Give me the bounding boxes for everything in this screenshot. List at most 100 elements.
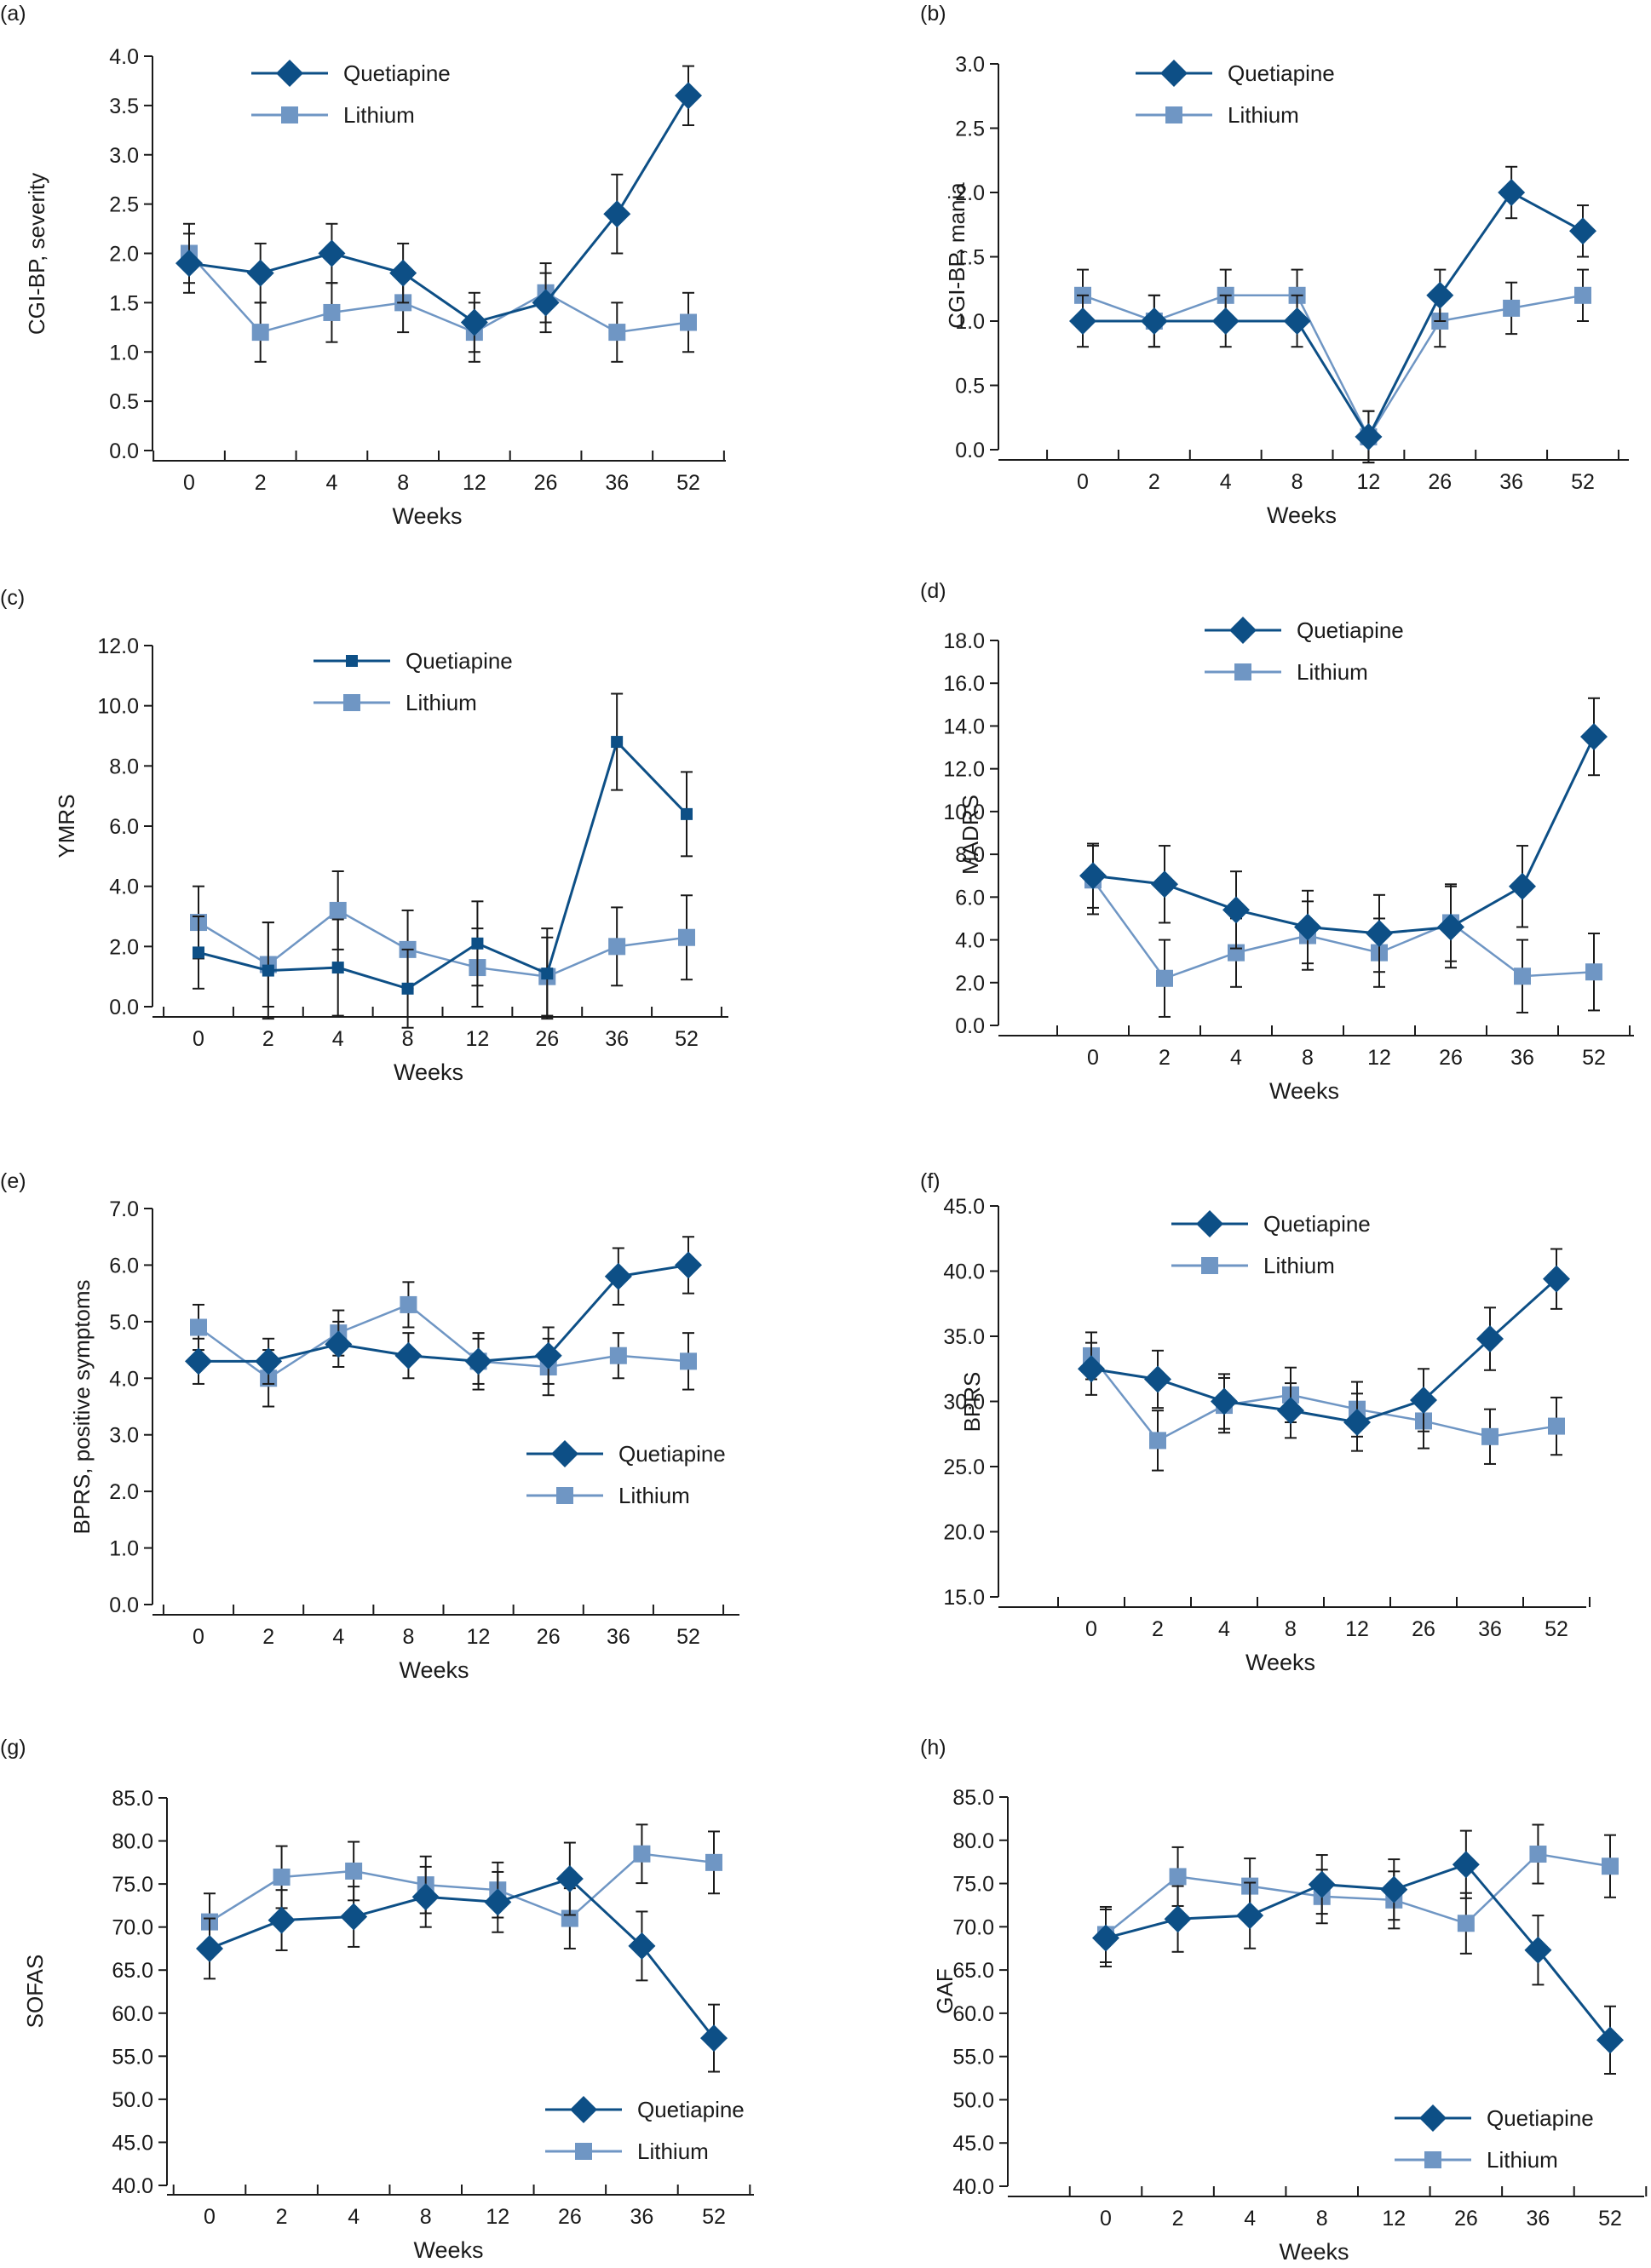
data-point — [1343, 1408, 1371, 1436]
x-tick-label: 12 — [1345, 1617, 1369, 1641]
x-tick-label: 36 — [1499, 470, 1523, 494]
data-point — [484, 1888, 512, 1916]
data-point — [1078, 1355, 1105, 1383]
y-tick-label: 2.0 — [109, 1480, 139, 1504]
x-tick-label: 12 — [466, 1027, 490, 1051]
data-point — [1283, 307, 1311, 335]
x-tick-label: 4 — [1218, 1617, 1230, 1641]
x-tick-label: 8 — [1316, 2207, 1328, 2231]
x-tick-label: 36 — [1510, 1046, 1534, 1070]
data-point — [1380, 1875, 1408, 1903]
y-tick-label: 3.0 — [109, 1424, 139, 1448]
data-point — [1069, 307, 1096, 335]
legend-marker — [1201, 1257, 1218, 1274]
data-point — [267, 1906, 296, 1934]
data-point — [1308, 1870, 1336, 1898]
data-point — [251, 324, 269, 342]
chart-panel-d: (d) 0.0 2.0 4.0 6.0 8.0 10.0 12.0 14.0 16.0 18.0 0 2… — [920, 579, 1634, 1104]
x-tick-label: 36 — [605, 471, 629, 495]
y-axis-title: YMRS — [54, 794, 79, 858]
series-line — [1082, 294, 1584, 439]
y-tick-label: 16.0 — [943, 672, 985, 696]
data-point — [400, 1295, 417, 1313]
x-tick-label: 12 — [1382, 2207, 1406, 2231]
legend-label: Quetiapine — [1487, 2105, 1594, 2131]
panel-label: (h) — [920, 1736, 946, 1760]
y-tick-label: 40.0 — [943, 1260, 985, 1284]
y-axis-title: BPRS, positive symptoms — [69, 1279, 95, 1534]
x-tick-label: 26 — [534, 471, 558, 495]
y-tick-label: 1.5 — [955, 246, 985, 270]
x-tick-label: 0 — [1100, 2207, 1112, 2231]
y-tick-label: 2.0 — [109, 935, 139, 959]
legend-label: Lithium — [618, 1483, 690, 1508]
data-point — [1509, 872, 1536, 900]
y-tick-label: 40.0 — [112, 2174, 153, 2198]
data-point — [1236, 1902, 1264, 1930]
series-line — [209, 1877, 716, 2040]
y-tick-label: 55.0 — [952, 2046, 994, 2070]
y-tick-label: 65.0 — [112, 1959, 153, 1983]
legend-marker — [1424, 2151, 1441, 2168]
series-quetiapine — [196, 1841, 728, 2073]
x-tick-label: 8 — [402, 1625, 414, 1649]
data-point — [329, 901, 347, 919]
x-tick-label: 26 — [535, 1027, 559, 1051]
legend: Quetiapine Lithium — [314, 648, 513, 715]
legend-marker — [556, 1487, 573, 1504]
chart-panel-e: (e) 0.0 1.0 2.0 3.0 4.0 5.0 6.0 7.0 0 2 4 8 12 26 36 52 W… — [0, 1169, 739, 1683]
data-point — [323, 303, 341, 321]
data-point — [680, 1352, 697, 1370]
x-tick-label: 36 — [1478, 1617, 1502, 1641]
series-line — [198, 1303, 689, 1380]
y-tick-label: 18.0 — [943, 629, 985, 653]
y-tick-label: 0.0 — [955, 439, 985, 462]
legend-marker — [1229, 617, 1257, 644]
x-axis-title: Weeks — [399, 1657, 469, 1683]
y-tick-label: 12.0 — [97, 634, 139, 658]
x-axis-title: Weeks — [1267, 502, 1337, 528]
x-axis-title: Weeks — [413, 2237, 483, 2263]
y-tick-label: 3.5 — [109, 95, 139, 118]
y-tick-label: 60.0 — [952, 2002, 994, 2026]
y-axis-title: CGI-BP, mania — [944, 182, 969, 329]
x-tick-label: 26 — [1412, 1617, 1435, 1641]
legend-label: Lithium — [406, 690, 477, 715]
data-point — [193, 946, 204, 959]
data-point — [175, 250, 203, 278]
y-tick-label: 1.0 — [955, 310, 985, 334]
data-point — [541, 967, 554, 980]
y-tick-label: 1.5 — [109, 291, 139, 315]
legend-marker — [1234, 663, 1251, 680]
series-line — [1090, 1278, 1558, 1424]
legend-marker — [1419, 2104, 1447, 2132]
x-tick-label: 4 — [332, 1027, 344, 1051]
x-tick-label: 26 — [1428, 470, 1452, 494]
legend-label: Quetiapine — [1263, 1211, 1371, 1237]
data-point — [1543, 1265, 1570, 1293]
legend-label: Lithium — [1487, 2147, 1558, 2173]
data-point — [464, 1347, 492, 1375]
y-axis-title: BPRS — [959, 1372, 985, 1433]
x-tick-label: 2 — [1159, 1046, 1171, 1070]
legend-label: Quetiapine — [343, 60, 451, 86]
data-point — [1294, 913, 1321, 941]
y-tick-label: 40.0 — [952, 2175, 994, 2199]
data-point — [675, 1251, 702, 1279]
series-lithium — [1083, 1331, 1565, 1472]
data-point — [273, 1869, 291, 1886]
legend-label: Quetiapine — [637, 2097, 745, 2122]
y-tick-label: 6.0 — [109, 815, 139, 839]
legend-marker — [1196, 1210, 1223, 1237]
x-axis-title: Weeks — [1279, 2239, 1349, 2265]
data-point — [1574, 286, 1591, 304]
legend-label: Quetiapine — [1297, 617, 1404, 643]
x-tick-label: 52 — [1545, 1617, 1568, 1641]
legend: Quetiapine Lithium — [1205, 617, 1404, 685]
series-line — [1105, 1852, 1611, 1936]
data-point — [1548, 1417, 1565, 1435]
data-point — [628, 1932, 656, 1960]
series-lithium — [190, 1281, 697, 1408]
x-tick-label: 36 — [605, 1027, 629, 1051]
x-axis-title: Weeks — [1245, 1650, 1315, 1675]
